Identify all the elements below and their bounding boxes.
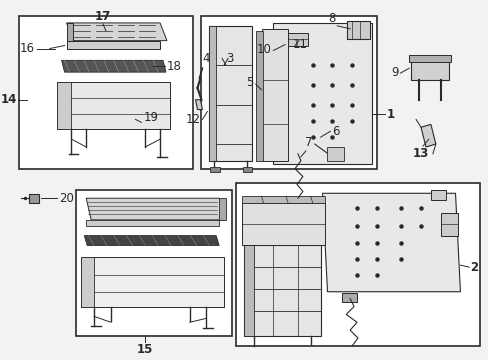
Text: 6: 6 (332, 125, 339, 138)
Text: 17: 17 (95, 10, 111, 23)
Polygon shape (57, 82, 71, 129)
Polygon shape (61, 60, 165, 72)
Polygon shape (219, 198, 225, 220)
Polygon shape (346, 21, 369, 39)
Polygon shape (420, 124, 435, 147)
Polygon shape (440, 213, 458, 236)
Text: 15: 15 (137, 343, 153, 356)
Polygon shape (195, 100, 202, 109)
Polygon shape (29, 194, 39, 203)
Bar (235, 184, 479, 346)
Bar (201, 16, 376, 168)
Text: 12: 12 (185, 113, 200, 126)
Polygon shape (242, 203, 324, 246)
Polygon shape (244, 246, 320, 336)
Polygon shape (86, 220, 219, 226)
Bar (19, 16, 192, 168)
Polygon shape (210, 167, 220, 172)
Polygon shape (84, 236, 219, 246)
Polygon shape (86, 198, 224, 220)
Polygon shape (242, 196, 324, 203)
Polygon shape (255, 31, 263, 161)
Text: 3: 3 (225, 52, 233, 65)
Polygon shape (66, 23, 73, 41)
Polygon shape (430, 190, 445, 200)
Text: 2: 2 (469, 261, 477, 274)
Text: 14: 14 (1, 93, 17, 106)
Polygon shape (287, 33, 307, 46)
Text: 9: 9 (390, 66, 398, 78)
Text: 1: 1 (386, 108, 394, 121)
Text: 13: 13 (412, 147, 428, 160)
Polygon shape (66, 41, 160, 49)
Text: 16: 16 (20, 42, 35, 55)
Polygon shape (81, 257, 94, 306)
Polygon shape (322, 193, 460, 292)
Text: 10: 10 (256, 43, 271, 56)
Text: 4: 4 (203, 52, 210, 65)
Polygon shape (81, 257, 224, 306)
Polygon shape (209, 26, 216, 161)
Polygon shape (66, 23, 166, 41)
Text: 19: 19 (143, 111, 158, 124)
Polygon shape (209, 26, 251, 161)
Polygon shape (342, 293, 356, 302)
Polygon shape (57, 82, 170, 129)
Text: 5: 5 (246, 76, 253, 90)
Text: 8: 8 (328, 12, 335, 25)
Bar (76, 190, 231, 336)
Text: 7: 7 (304, 136, 312, 149)
Text: 20: 20 (59, 192, 73, 205)
Polygon shape (410, 58, 447, 80)
Polygon shape (261, 29, 287, 161)
Polygon shape (327, 147, 344, 161)
Polygon shape (244, 246, 253, 336)
Text: 11: 11 (292, 38, 307, 51)
Polygon shape (243, 167, 251, 172)
Text: 18: 18 (166, 60, 182, 73)
Polygon shape (273, 23, 371, 164)
Polygon shape (408, 55, 449, 62)
